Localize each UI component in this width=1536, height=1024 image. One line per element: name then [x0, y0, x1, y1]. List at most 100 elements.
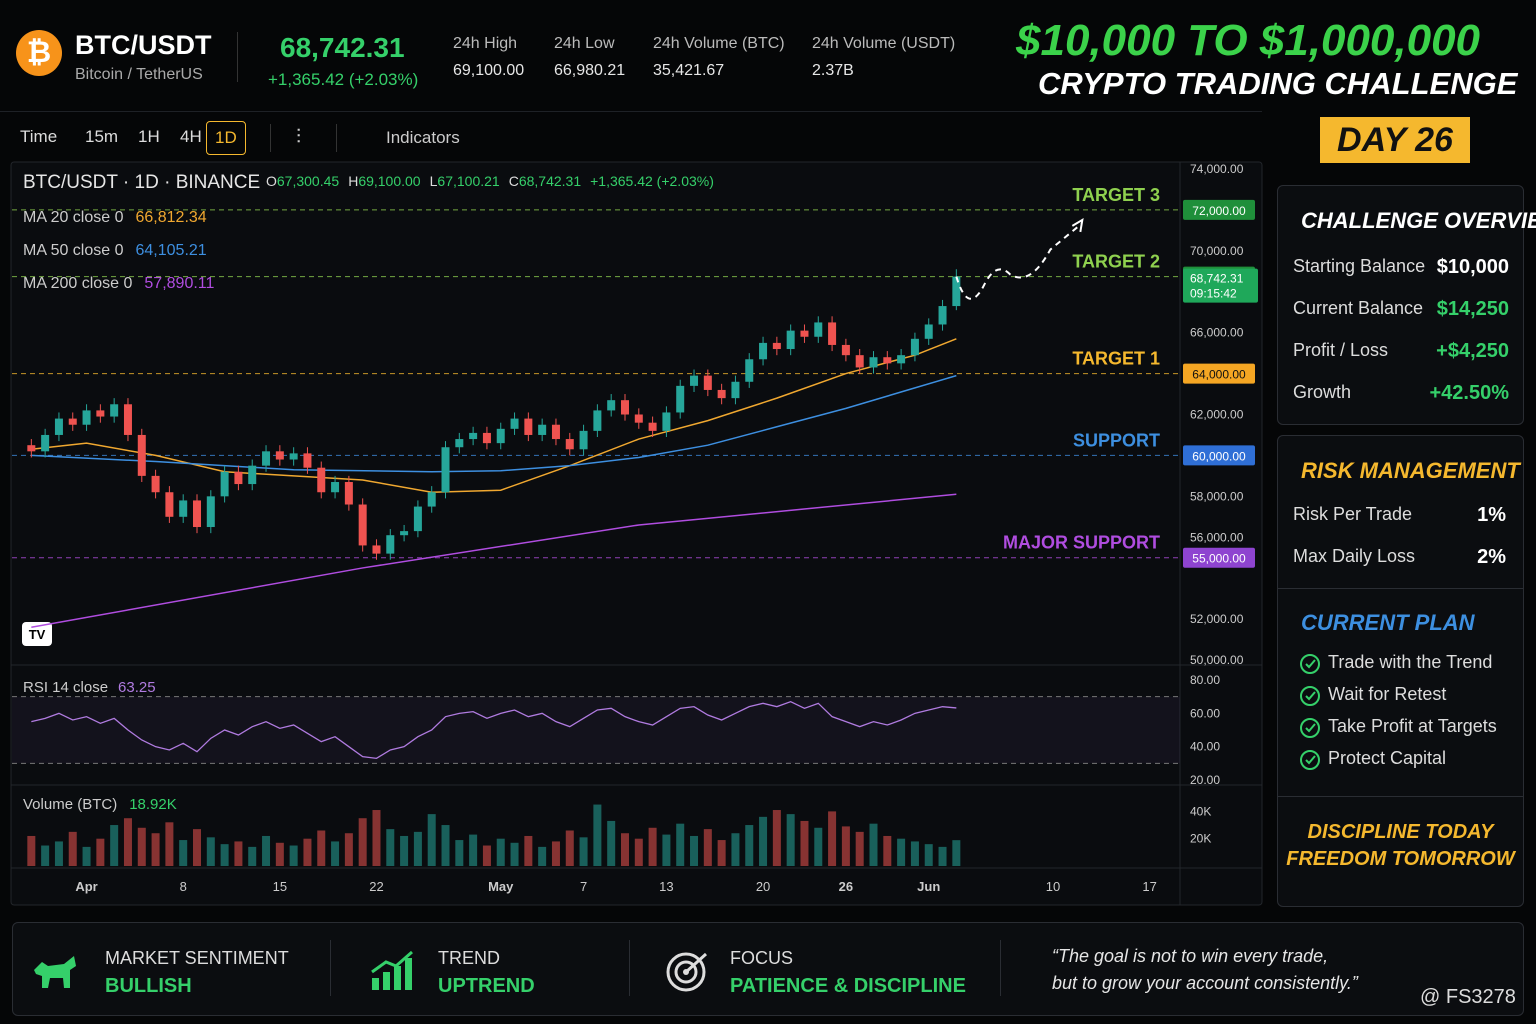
level-label: SUPPORT — [1073, 430, 1160, 450]
row-label: Current Balance — [1293, 298, 1424, 318]
timeframe-button[interactable]: 1H — [138, 127, 160, 146]
timeframe-button[interactable]: Time — [20, 127, 58, 146]
projection — [955, 223, 1082, 300]
candle-body — [372, 545, 381, 554]
candle-body — [717, 389, 726, 399]
coin-icon: ₿ — [16, 30, 62, 76]
ma-line — [31, 493, 957, 629]
chart-type-button[interactable]: ⫶ — [296, 126, 301, 148]
volume-bar — [717, 840, 726, 866]
day-badge: DAY 26 — [1320, 117, 1470, 163]
price-change: +1,365.42 (+2.03%) — [268, 70, 419, 89]
footer-label: TREND — [438, 948, 500, 968]
volume-bar — [841, 826, 850, 866]
row-value: $10,000 — [1436, 256, 1509, 278]
timeframe-button[interactable]: 1D — [206, 121, 246, 155]
volume-bar — [234, 841, 243, 866]
banner-subtitle: CRYPTO TRADING CHALLENGE — [1038, 66, 1518, 101]
candle-body — [234, 471, 243, 485]
volume-bar — [731, 833, 740, 866]
candle-body — [952, 276, 961, 307]
rsi-legend: RSI 14 close — [23, 679, 108, 696]
last-price-label: 68,742.31 — [1190, 272, 1244, 286]
candle-body — [565, 439, 574, 450]
y-tick-label: 52,000.00 — [1190, 612, 1244, 626]
volume-tick-label: 40K — [1190, 804, 1211, 818]
price-tag-label: 64,000.00 — [1192, 368, 1246, 382]
x-tick-label: 8 — [180, 879, 187, 894]
volume-bar — [151, 833, 160, 866]
price-tag-label: 60,000.00 — [1192, 449, 1246, 463]
candle-body — [772, 342, 781, 350]
panel-row: Current Balance $14,250 — [1293, 298, 1509, 321]
ma-legend-value: 64,105.21 — [136, 242, 207, 259]
volume-bar — [193, 829, 202, 866]
candle-body — [841, 344, 850, 356]
volume-bar — [745, 825, 754, 866]
volume-bar — [662, 834, 671, 866]
ohlc-label: O — [266, 173, 277, 189]
plan-item: Take Profit at Targets — [1328, 716, 1497, 736]
candle-body — [593, 410, 602, 431]
volume-bar — [759, 816, 768, 866]
price-tag — [1183, 445, 1255, 466]
panel-title: CHALLENGE OVERVIEW — [1301, 208, 1536, 233]
rsi-band — [12, 696, 1180, 764]
candle-body — [96, 410, 105, 417]
last-price-tag — [1183, 268, 1258, 303]
volume-bar — [869, 823, 878, 866]
candle-body — [275, 451, 284, 460]
volume-bar — [441, 825, 450, 866]
candle-body — [54, 418, 63, 435]
volume-bar — [137, 827, 146, 866]
volume-bar — [607, 820, 616, 866]
candle-body — [814, 322, 823, 337]
quote: “The goal is not to win every trade, — [1052, 946, 1329, 966]
volume-bar — [828, 811, 837, 866]
chart: BTC/USDT · 1D · BINANCE TV O 67,300.45 H 69… — [10, 161, 1263, 906]
ma-legend-value: 66,812.34 — [136, 209, 207, 226]
check-icon — [1300, 686, 1320, 706]
quote: but to grow your account consistently.” — [1052, 973, 1358, 993]
rsi-tick-label: 60.00 — [1190, 706, 1220, 720]
candle-body — [897, 355, 906, 364]
timeframe-button[interactable]: 15m — [85, 127, 119, 146]
row-label: Risk Per Trade — [1293, 504, 1413, 524]
stat-value: 69,100.00 — [453, 62, 525, 79]
volume-bar — [924, 844, 933, 866]
panel-row: Profit / Loss +$4,250 — [1293, 340, 1509, 363]
stat-label: 24h High — [453, 35, 518, 52]
volume-bar — [427, 814, 436, 866]
candle-body — [703, 375, 712, 390]
divider — [1000, 940, 1001, 996]
volume-bar — [800, 820, 809, 866]
volume-bar — [910, 841, 919, 866]
candle-body — [193, 500, 202, 528]
symbol: BTC/USDT — [75, 30, 212, 60]
level-label: TARGET 2 — [1072, 252, 1160, 272]
footer-icon — [368, 948, 418, 992]
volume-bar — [82, 846, 91, 866]
volume-bar — [248, 846, 257, 866]
candle-body — [289, 453, 298, 460]
level-label: TARGET 1 — [1072, 349, 1160, 369]
indicators-button[interactable]: Indicators — [386, 128, 460, 147]
volume-bar — [123, 818, 132, 866]
stat-value: 2.37B — [812, 62, 854, 79]
volume-bar — [814, 827, 823, 866]
timeframe-button[interactable]: 4H — [180, 127, 202, 146]
divider — [1278, 796, 1523, 797]
volume-bar — [883, 835, 892, 866]
volume-bar — [620, 833, 629, 866]
chart-title: BTC/USDT · 1D · BINANCE — [23, 172, 260, 193]
candle-body — [883, 357, 892, 364]
candle-body — [786, 330, 795, 350]
ma-legend-value: 57,890.11 — [144, 275, 214, 292]
candle-body — [482, 432, 491, 444]
row-value: $14,250 — [1436, 298, 1509, 320]
candle-body — [317, 467, 326, 493]
ohlc-label: H — [348, 173, 358, 189]
candle-body — [137, 434, 146, 476]
divider — [336, 124, 337, 152]
ohlc-value: 69,100.00 — [358, 173, 420, 189]
